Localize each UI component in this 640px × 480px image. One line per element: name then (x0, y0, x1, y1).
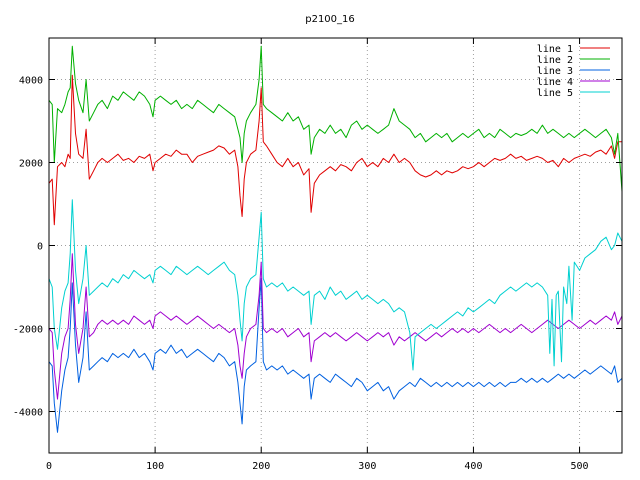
x-tick-label-200: 200 (252, 461, 270, 472)
y-tick-label-4000: 4000 (19, 76, 43, 87)
series-line-2 (48, 45, 623, 192)
axis-ticks: 0 100 200 300 400 500 -4000 -2000 0 2000 4000 (13, 38, 622, 472)
x-tick-label-500: 500 (571, 461, 589, 472)
grid-lines (49, 38, 622, 453)
legend-label-2: line 2 (537, 55, 573, 66)
series-line-4 (48, 253, 623, 400)
legend-label-1: line 1 (537, 44, 573, 55)
y-tick-label--2000: -2000 (13, 325, 43, 336)
chart-title: p2100_16 (305, 14, 355, 25)
series-layer (48, 45, 623, 433)
x-tick-label-0: 0 (46, 461, 52, 472)
series-line-1 (48, 74, 622, 226)
x-tick-label-100: 100 (146, 461, 164, 472)
series-line-5 (48, 199, 623, 371)
x-tick-label-400: 400 (464, 461, 482, 472)
legend-label-4: line 4 (537, 77, 573, 88)
y-tick-label-2000: 2000 (19, 159, 43, 170)
x-tick-label-300: 300 (358, 461, 376, 472)
legend-label-5: line 5 (537, 88, 573, 99)
y-tick-label--4000: -4000 (13, 408, 43, 419)
series-line-3 (48, 278, 623, 433)
y-tick-label-0: 0 (37, 242, 43, 253)
legend-label-3: line 3 (537, 66, 573, 77)
plot-frame (48, 37, 623, 454)
